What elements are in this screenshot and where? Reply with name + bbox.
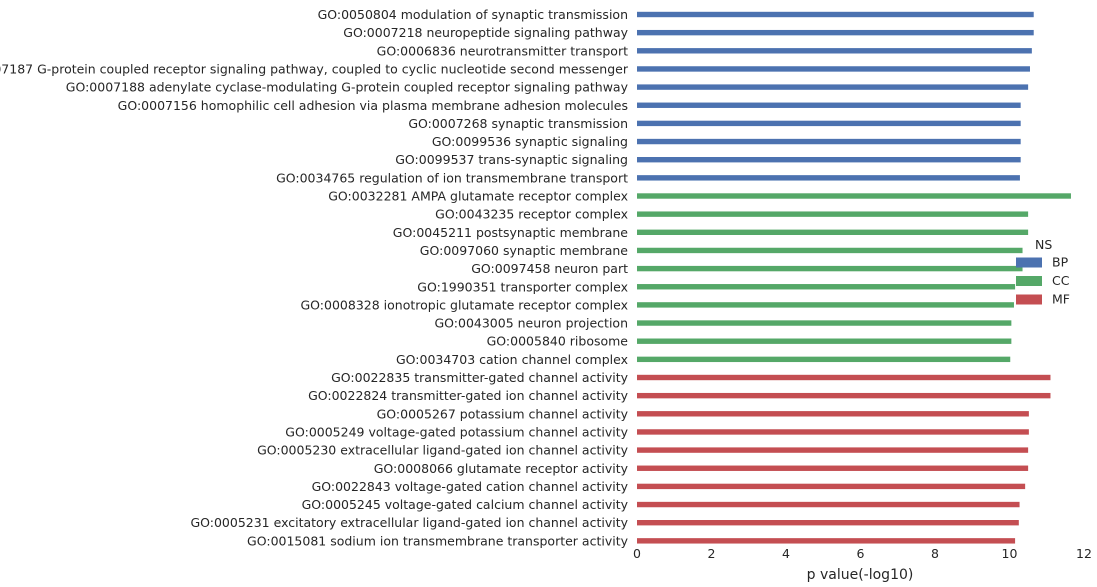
- bar-go-0015081: [637, 538, 1016, 544]
- bar-go-0022843: [637, 483, 1026, 490]
- category-label: GO:0008328 ionotropic glutamate receptor…: [301, 297, 629, 312]
- category-label: GO:0005267 potassium channel activity: [377, 406, 629, 421]
- bar-go-0007218: [637, 29, 1034, 36]
- x-tick-label: 8: [931, 546, 939, 561]
- bar-go-0099536: [637, 138, 1021, 145]
- bars-layer: [637, 11, 1071, 544]
- category-label: GO:0045211 postsynaptic membrane: [393, 225, 629, 240]
- bar-go-0005267: [637, 411, 1029, 417]
- category-label: GO:0015081 sodium ion transmembrane tran…: [247, 533, 629, 548]
- bar-go-0099537: [637, 157, 1021, 163]
- category-label: GO:0007187 G-protein coupled receptor si…: [0, 61, 629, 76]
- bar-go-0034765: [637, 175, 1020, 181]
- category-label: GO:0022843 voltage-gated cation channel …: [312, 479, 629, 494]
- bar-go-0007187: [637, 66, 1030, 72]
- legend-swatch-cc: [1016, 276, 1042, 286]
- bar-go-0005249: [637, 429, 1029, 435]
- x-tick-label: 10: [1002, 546, 1018, 561]
- category-label: GO:0005840 ribosome: [487, 334, 629, 349]
- bar-go-0050804: [637, 11, 1034, 18]
- bar-go-0007156: [637, 102, 1021, 108]
- x-axis: 0 2 4 6 8 10 12: [633, 546, 1092, 561]
- category-label: GO:1990351 transporter complex: [417, 279, 628, 294]
- legend-label-mf: MF: [1052, 292, 1070, 307]
- legend-label-bp: BP: [1052, 255, 1069, 270]
- category-label: GO:0043235 receptor complex: [435, 207, 628, 222]
- legend-title: NS: [1035, 237, 1052, 252]
- category-label: GO:0022824 transmitter-gated ion channel…: [308, 388, 629, 403]
- bar-go-0022835: [637, 374, 1051, 381]
- x-tick-label: 12: [1076, 546, 1092, 561]
- bar-go-0022824: [637, 392, 1051, 399]
- bar-go-1990351: [637, 284, 1016, 290]
- x-tick-label: 0: [633, 546, 641, 561]
- category-label: GO:0007156 homophilic cell adhesion via …: [118, 98, 628, 113]
- category-label: GO:0032281 AMPA glutamate receptor compl…: [328, 189, 628, 204]
- category-label: GO:0007268 synaptic transmission: [408, 116, 628, 131]
- bar-go-0032281: [637, 193, 1071, 199]
- category-label: GO:0007218 neuropeptide signaling pathwa…: [343, 25, 628, 40]
- category-label: GO:0034765 regulation of ion transmembra…: [276, 170, 628, 185]
- bar-go-0043005: [637, 320, 1012, 326]
- category-label: GO:0006836 neurotransmitter transport: [377, 43, 628, 58]
- x-tick-label: 2: [708, 546, 716, 561]
- category-label: GO:0007188 adenylate cyclase-modulating …: [66, 80, 629, 95]
- category-label: GO:0005231 excitatory extracellular liga…: [190, 515, 628, 530]
- legend: NS BP CC MF: [1016, 237, 1070, 307]
- bar-go-0005840: [637, 338, 1012, 344]
- category-label: GO:0008066 glutamate receptor activity: [374, 461, 629, 476]
- legend-swatch-mf: [1016, 294, 1042, 305]
- category-label: GO:0022835 transmitter-gated channel act…: [331, 370, 628, 385]
- bar-go-0007188: [637, 84, 1029, 90]
- legend-label-cc: CC: [1052, 273, 1070, 288]
- category-label: GO:0043005 neuron projection: [434, 316, 628, 331]
- x-axis-label: p value(-log10): [807, 567, 914, 583]
- category-label: GO:0005249 voltage-gated potassium chann…: [285, 424, 628, 439]
- x-tick-label: 6: [857, 546, 865, 561]
- bar-go-0005245: [637, 501, 1020, 508]
- category-label: GO:0097458 neuron part: [471, 261, 628, 276]
- bar-go-0007268: [637, 120, 1021, 127]
- category-label: GO:0099537 trans-synaptic signaling: [395, 152, 628, 167]
- category-label: GO:0005245 voltage-gated calcium channel…: [302, 497, 629, 512]
- category-label: GO:0034703 cation channel complex: [396, 352, 628, 367]
- bar-go-0097458: [637, 265, 1023, 272]
- bar-go-0034703: [637, 356, 1011, 363]
- legend-swatch-bp: [1016, 257, 1042, 268]
- category-label: GO:0005230 extracellular ligand-gated io…: [257, 443, 629, 458]
- bar-go-0043235: [637, 211, 1029, 217]
- bar-go-0008328: [637, 302, 1014, 308]
- bar-go-0006836: [637, 48, 1032, 54]
- category-label: GO:0097060 synaptic membrane: [420, 243, 629, 258]
- category-label: GO:0099536 synaptic signaling: [432, 134, 628, 149]
- bar-go-0097060: [637, 247, 1023, 254]
- category-labels: GO:0050804 modulation of synaptic transm…: [0, 7, 629, 548]
- x-tick-label: 4: [782, 546, 790, 561]
- bar-go-0045211: [637, 229, 1029, 235]
- bar-go-0005231: [637, 520, 1019, 526]
- category-label: GO:0050804 modulation of synaptic transm…: [318, 7, 628, 22]
- bar-go-0008066: [637, 465, 1029, 471]
- bar-go-0005230: [637, 447, 1029, 453]
